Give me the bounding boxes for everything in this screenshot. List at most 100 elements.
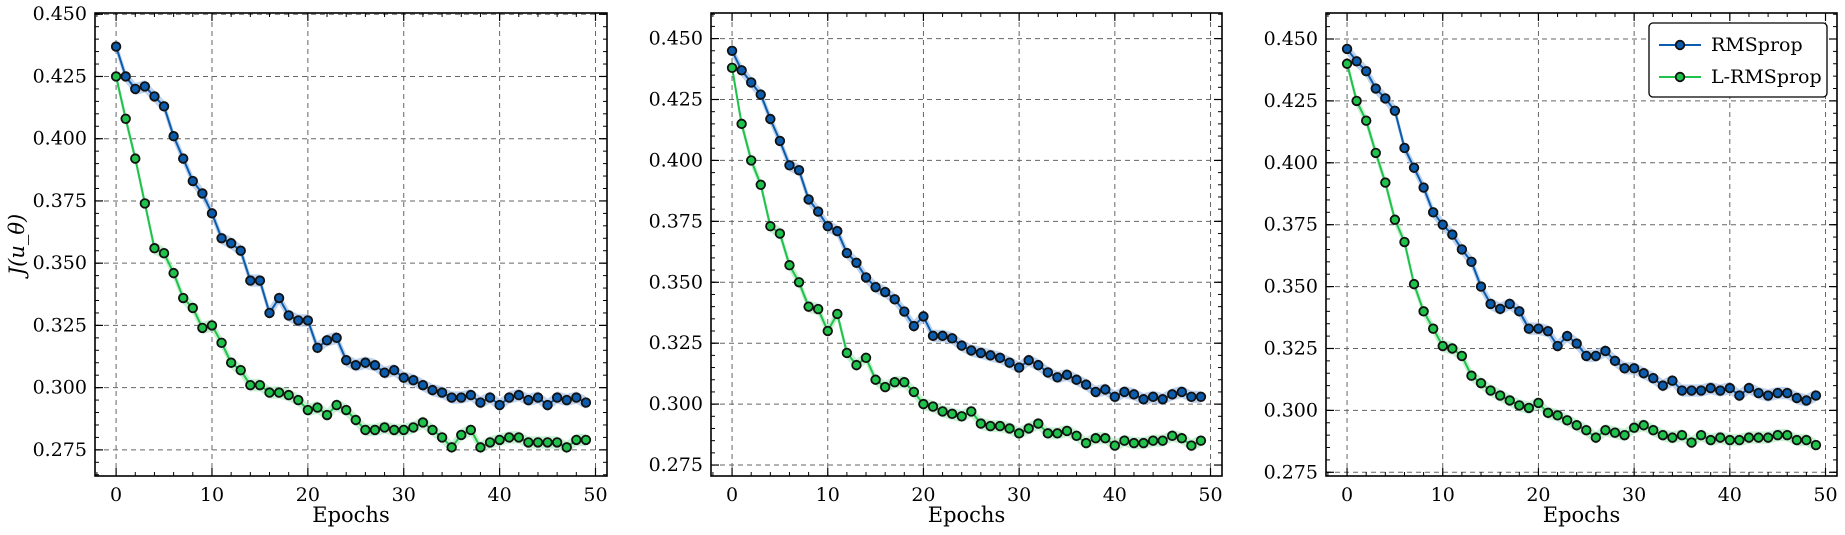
data-point [1399,236,1410,248]
data-point [793,164,805,176]
data-point [456,429,467,441]
data-point [1380,93,1391,104]
data-point [225,238,237,249]
data-point [1380,177,1391,188]
x-axis-label: Epochs [1543,503,1620,527]
data-point [1071,430,1082,441]
data-point [1676,385,1688,396]
data-point [985,420,996,432]
data-point [446,442,457,453]
confidence-band-rmsprop [116,40,586,412]
data-point [1523,402,1535,414]
legend-box [1648,22,1828,98]
data-point [120,113,131,124]
data-point [465,389,477,401]
data-point [427,384,438,396]
data-point [1033,418,1044,429]
data-point [1071,374,1082,385]
data-point [812,303,824,315]
data-point [774,135,786,147]
data-point [736,65,747,76]
data-point [1581,424,1592,436]
data-point [1427,323,1439,334]
data-point [197,322,208,334]
data-point [1042,367,1054,378]
data-point [1351,95,1362,107]
data-point [755,89,766,100]
data-point [1772,387,1783,399]
data-point [918,311,929,322]
data-point [1389,214,1401,225]
legend-label-l-rmsprop: L-RMSprop [1711,66,1822,88]
data-point [484,392,496,403]
data-point [149,243,160,254]
data-point [803,194,814,205]
y-tick-label: 0.400 [1264,152,1318,174]
data-point [1389,105,1401,116]
data-point [879,381,891,393]
data-point [1667,432,1678,443]
data-point [1705,382,1716,394]
data-point [1590,432,1602,443]
data-point [523,394,534,406]
data-point [456,392,467,403]
data-point [1109,391,1121,403]
data-point [1533,323,1544,334]
data-point [225,357,237,368]
data-point [1561,330,1573,342]
data-point [1695,429,1707,441]
data-point [1676,429,1688,441]
data-point [1762,390,1774,401]
data-point [1600,424,1611,436]
data-point [1494,390,1506,401]
data-point [158,248,170,259]
data-point [1360,115,1372,126]
data-point [1619,429,1630,441]
chart-panel-middle: 0 10 20 30 40 50 0.275 0.300 0.325 0.350 0.375 0.40… [649,12,1223,527]
data-point [427,424,438,436]
data-point [1418,182,1429,193]
y-tick-label: 0.275 [1264,461,1318,483]
x-tick-label: 20 [911,484,935,506]
y-tick-label: 0.350 [33,252,87,274]
data-point [504,392,515,403]
data-point [436,387,448,398]
data-point [1061,369,1073,381]
data-point [889,376,900,388]
data-point [245,379,256,391]
y-tick-label: 0.400 [33,128,87,150]
data-point [1762,432,1774,443]
data-point [1552,410,1563,421]
data-point [975,418,987,429]
data-point [908,320,920,332]
data-point [765,113,776,125]
data-point [130,153,141,164]
data-point [1147,391,1159,403]
x-tick-label: 50 [1198,484,1222,506]
data-point [532,392,544,403]
data-point [966,345,977,356]
data-point [235,365,246,376]
data-point [1638,368,1649,379]
data-point [1052,428,1063,439]
data-point [1100,433,1111,444]
data-point [341,404,352,416]
data-point [1052,372,1063,383]
data-point [1724,434,1736,446]
data-point [1418,306,1429,317]
data-point [293,315,304,326]
data-point [822,325,833,337]
data-point [1609,427,1621,438]
data-point [1186,440,1197,451]
data-point [206,208,218,219]
data-point [994,420,1006,432]
data-point [206,320,218,331]
data-point [1100,384,1111,395]
data-point [1119,435,1130,446]
series-line-rmsprop [115,46,587,407]
data-point [946,333,958,344]
data-point [542,399,553,411]
data-point [793,277,805,288]
data-point [1013,428,1025,439]
data-point [513,389,524,401]
